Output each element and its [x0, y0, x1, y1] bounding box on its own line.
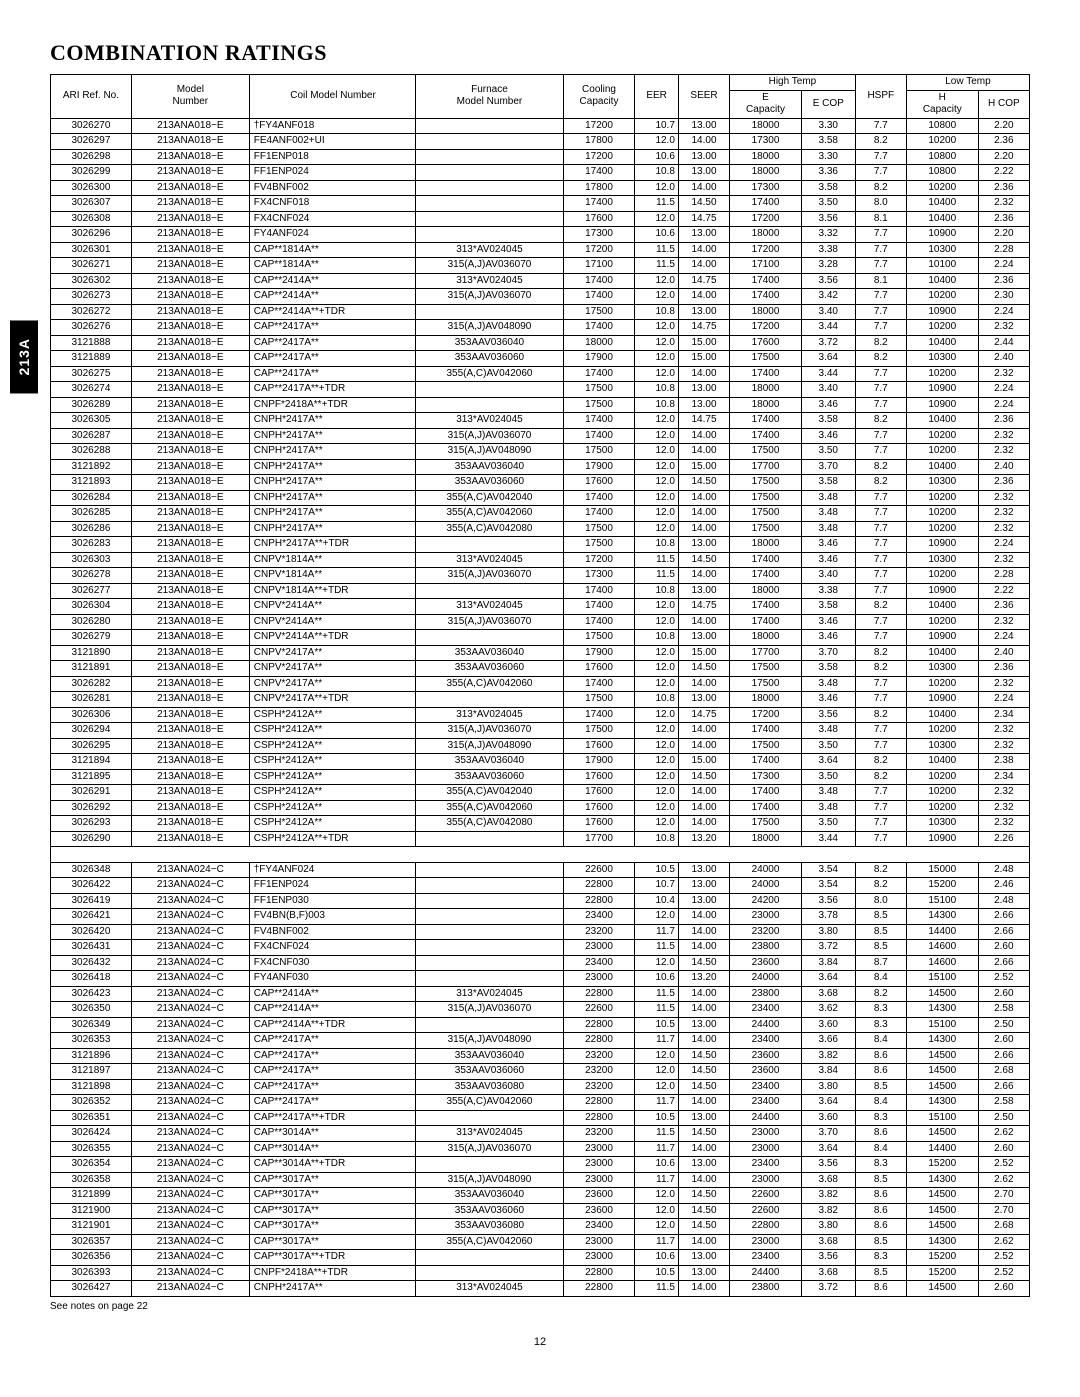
table-row: 3026350213ANA024−CCAP**2414A**315(A,J)AV… — [51, 1002, 1030, 1018]
table-row: 3026271213ANA018−ECAP**1814A**315(A,J)AV… — [51, 258, 1030, 274]
table-row: 3121893213ANA018−ECNPH*2417A**353AAV0360… — [51, 475, 1030, 491]
hdr-ecap: ECapacity — [730, 90, 802, 118]
hdr-hcap: HCapacity — [906, 90, 978, 118]
table-row: 3026307213ANA018−EFX4CNF0181740011.514.5… — [51, 196, 1030, 212]
table-row: 3026281213ANA018−ECNPV*2417A**+TDR175001… — [51, 692, 1030, 708]
table-row: 3026300213ANA018−EFV4BNF0021780012.014.0… — [51, 180, 1030, 196]
table-row: 3026419213ANA024−CFF1ENP0302280010.413.0… — [51, 893, 1030, 909]
table-row: 3026287213ANA018−ECNPH*2417A**315(A,J)AV… — [51, 428, 1030, 444]
table-row: 3026278213ANA018−ECNPV*1814A**315(A,J)AV… — [51, 568, 1030, 584]
table-row: 3026303213ANA018−ECNPV*1814A**313*AV0240… — [51, 552, 1030, 568]
table-row: 3026306213ANA018−ECSPH*2412A**313*AV0240… — [51, 707, 1030, 723]
footnote: See notes on page 22 — [50, 1301, 1030, 1312]
table-row: 3026357213ANA024−CCAP**3017A**355(A,C)AV… — [51, 1234, 1030, 1250]
table-row: 3026352213ANA024−CCAP**2417A**355(A,C)AV… — [51, 1095, 1030, 1111]
table-row: 3026275213ANA018−ECAP**2417A**355(A,C)AV… — [51, 366, 1030, 382]
table-row: 3026353213ANA024−CCAP**2417A**315(A,J)AV… — [51, 1033, 1030, 1049]
table-row — [51, 847, 1030, 863]
table-row: 3026431213ANA024−CFX4CNF0242300011.514.0… — [51, 940, 1030, 956]
table-header: ARI Ref. No. ModelNumber Coil Model Numb… — [51, 75, 1030, 119]
table-row: 3026351213ANA024−CCAP**2417A**+TDR228001… — [51, 1110, 1030, 1126]
table-row: 3026308213ANA018−EFX4CNF0241760012.014.7… — [51, 211, 1030, 227]
table-row: 3026277213ANA018−ECNPV*1814A**+TDR174001… — [51, 583, 1030, 599]
table-row: 3026304213ANA018−ECNPV*2414A**313*AV0240… — [51, 599, 1030, 615]
table-row: 3026294213ANA018−ECSPH*2412A**315(A,J)AV… — [51, 723, 1030, 739]
table-row: 3121898213ANA024−CCAP**2417A**353AAV0360… — [51, 1079, 1030, 1095]
table-row: 3026272213ANA018−ECAP**2414A**+TDR175001… — [51, 304, 1030, 320]
table-row: 3026282213ANA018−ECNPV*2417A**355(A,C)AV… — [51, 676, 1030, 692]
table-row: 3026273213ANA018−ECAP**2414A**315(A,J)AV… — [51, 289, 1030, 305]
table-row: 3026270213ANA018−E†FY4ANF0181720010.713.… — [51, 118, 1030, 134]
table-row: 3026292213ANA018−ECSPH*2412A**355(A,C)AV… — [51, 800, 1030, 816]
hdr-lowtemp: Low Temp — [906, 75, 1029, 91]
table-row: 3026302213ANA018−ECAP**2414A**313*AV0240… — [51, 273, 1030, 289]
hdr-coil: Coil Model Number — [249, 75, 416, 119]
table-row: 3026283213ANA018−ECNPH*2417A**+TDR175001… — [51, 537, 1030, 553]
table-row: 3026358213ANA024−CCAP**3017A**315(A,J)AV… — [51, 1172, 1030, 1188]
hdr-eer: EER — [635, 75, 679, 119]
table-row: 3121897213ANA024−CCAP**2417A**353AAV0360… — [51, 1064, 1030, 1080]
table-row: 3026297213ANA018−EFE4ANF002+UI1780012.01… — [51, 134, 1030, 150]
table-row: 3026286213ANA018−ECNPH*2417A**355(A,C)AV… — [51, 521, 1030, 537]
table-row: 3121895213ANA018−ECSPH*2412A**353AAV0360… — [51, 769, 1030, 785]
table-row: 3026349213ANA024−CCAP**2414A**+TDR228001… — [51, 1017, 1030, 1033]
table-row: 3026280213ANA018−ECNPV*2414A**315(A,J)AV… — [51, 614, 1030, 630]
table-row: 3121900213ANA024−CCAP**3017A**353AAV0360… — [51, 1203, 1030, 1219]
page-number: 12 — [50, 1336, 1030, 1348]
table-row: 3026291213ANA018−ECSPH*2412A**355(A,C)AV… — [51, 785, 1030, 801]
table-row: 3121891213ANA018−ECNPV*2417A**353AAV0360… — [51, 661, 1030, 677]
hdr-hspf: HSPF — [855, 75, 906, 119]
hdr-cooling: CoolingCapacity — [563, 75, 635, 119]
table-body: 3026270213ANA018−E†FY4ANF0181720010.713.… — [51, 118, 1030, 1296]
table-row: 3026274213ANA018−ECAP**2417A**+TDR175001… — [51, 382, 1030, 398]
table-row: 3026432213ANA024−CFX4CNF0302340012.014.5… — [51, 955, 1030, 971]
hdr-ecop: E COP — [801, 90, 855, 118]
table-row: 3026276213ANA018−ECAP**2417A**315(A,J)AV… — [51, 320, 1030, 336]
table-row: 3026421213ANA024−CFV4BN(B,F)0032340012.0… — [51, 909, 1030, 925]
table-row: 3026393213ANA024−CCNPF*2418A**+TDR228001… — [51, 1265, 1030, 1281]
table-row: 3026423213ANA024−CCAP**2414A**313*AV0240… — [51, 986, 1030, 1002]
page-title: COMBINATION RATINGS — [50, 40, 1030, 66]
table-row: 3026298213ANA018−EFF1ENP0181720010.613.0… — [51, 149, 1030, 165]
table-row: 3026288213ANA018−ECNPH*2417A**315(A,J)AV… — [51, 444, 1030, 460]
table-row: 3121892213ANA018−ECNPH*2417A**353AAV0360… — [51, 459, 1030, 475]
hdr-hightemp: High Temp — [730, 75, 856, 91]
hdr-furnace: FurnaceModel Number — [416, 75, 563, 119]
table-row: 3026354213ANA024−CCAP**3014A**+TDR230001… — [51, 1157, 1030, 1173]
hdr-hcop: H COP — [978, 90, 1029, 118]
table-row: 3026289213ANA018−ECNPF*2418A**+TDR175001… — [51, 397, 1030, 413]
table-row: 3026422213ANA024−CFF1ENP0242280010.713.0… — [51, 878, 1030, 894]
table-row: 3121899213ANA024−CCAP**3017A**353AAV0360… — [51, 1188, 1030, 1204]
table-row: 3026305213ANA018−ECNPH*2417A**313*AV0240… — [51, 413, 1030, 429]
table-row: 3026296213ANA018−EFY4ANF0241730010.613.0… — [51, 227, 1030, 243]
table-row: 3121890213ANA018−ECNPV*2417A**353AAV0360… — [51, 645, 1030, 661]
table-row: 3026295213ANA018−ECSPH*2412A**315(A,J)AV… — [51, 738, 1030, 754]
table-row: 3026427213ANA024−CCNPH*2417A**313*AV0240… — [51, 1281, 1030, 1297]
table-row: 3121894213ANA018−ECSPH*2412A**353AAV0360… — [51, 754, 1030, 770]
hdr-seer: SEER — [678, 75, 729, 119]
hdr-model: ModelNumber — [131, 75, 249, 119]
table-row: 3026418213ANA024−CFY4ANF0302300010.613.2… — [51, 971, 1030, 987]
table-row: 3121888213ANA018−ECAP**2417A**353AAV0360… — [51, 335, 1030, 351]
table-row: 3026299213ANA018−EFF1ENP0241740010.813.0… — [51, 165, 1030, 181]
table-row: 3026290213ANA018−ECSPH*2412A**+TDR177001… — [51, 831, 1030, 847]
table-row: 3026420213ANA024−CFV4BNF0022320011.714.0… — [51, 924, 1030, 940]
table-row: 3026284213ANA018−ECNPH*2417A**355(A,C)AV… — [51, 490, 1030, 506]
table-row: 3026301213ANA018−ECAP**1814A**313*AV0240… — [51, 242, 1030, 258]
table-row: 3026279213ANA018−ECNPV*2414A**+TDR175001… — [51, 630, 1030, 646]
table-row: 3121889213ANA018−ECAP**2417A**353AAV0360… — [51, 351, 1030, 367]
table-row: 3026285213ANA018−ECNPH*2417A**355(A,C)AV… — [51, 506, 1030, 522]
table-row: 3121901213ANA024−CCAP**3017A**353AAV0360… — [51, 1219, 1030, 1235]
table-row: 3121896213ANA024−CCAP**2417A**353AAV0360… — [51, 1048, 1030, 1064]
table-row: 3026293213ANA018−ECSPH*2412A**355(A,C)AV… — [51, 816, 1030, 832]
side-tab: 213A — [10, 320, 38, 393]
hdr-ari: ARI Ref. No. — [51, 75, 132, 119]
table-row: 3026356213ANA024−CCAP**3017A**+TDR230001… — [51, 1250, 1030, 1266]
ratings-table: ARI Ref. No. ModelNumber Coil Model Numb… — [50, 74, 1030, 1297]
table-row: 3026348213ANA024−C†FY4ANF0242260010.513.… — [51, 862, 1030, 878]
table-row: 3026355213ANA024−CCAP**3014A**315(A,J)AV… — [51, 1141, 1030, 1157]
table-row: 3026424213ANA024−CCAP**3014A**313*AV0240… — [51, 1126, 1030, 1142]
